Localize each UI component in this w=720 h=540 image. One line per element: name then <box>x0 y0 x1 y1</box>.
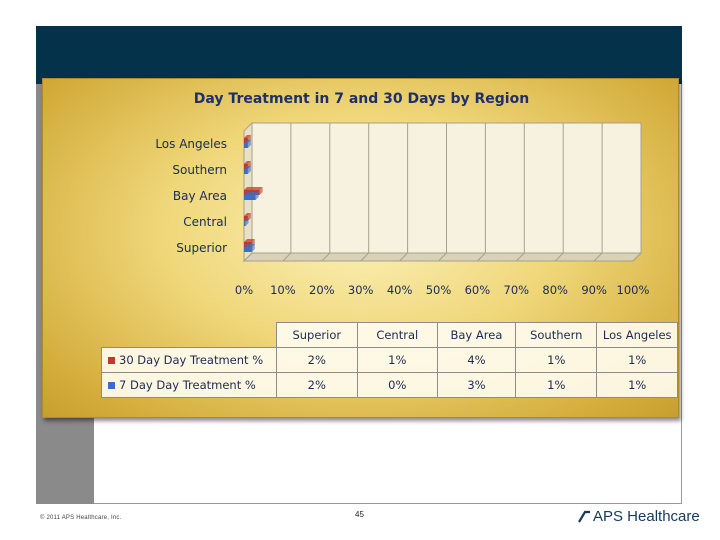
x-tick-label: 0% <box>235 283 253 297</box>
bar-top <box>244 218 249 221</box>
x-tick-label: 20% <box>309 283 335 297</box>
legend-row-label: 30 Day Day Treatment % <box>101 347 277 373</box>
bar-end <box>247 140 251 148</box>
y-category-label: Central <box>183 215 227 229</box>
table-header-cell: Los Angeles <box>596 322 678 348</box>
x-tick-label: 10% <box>270 283 296 297</box>
table-cell: 4% <box>436 347 517 373</box>
bar <box>244 247 252 252</box>
table-header-cell: Southern <box>515 322 598 348</box>
bar-end <box>251 244 255 252</box>
gridline-floor <box>554 252 564 262</box>
legend-swatch-red <box>108 357 115 364</box>
x-tick-label: 100% <box>617 283 650 297</box>
table-cell: 1% <box>596 372 678 398</box>
table-header-cell: Superior <box>275 322 358 348</box>
table-cell: 1% <box>515 347 598 373</box>
bar <box>244 221 246 226</box>
table-header-row: Superior Central Bay Area Southern Los A… <box>102 322 678 348</box>
table-cell: 3% <box>436 372 517 398</box>
bar <box>244 169 248 174</box>
gridline-floor <box>477 252 486 262</box>
table-row: 7 Day Day Treatment % 2% 0% 3% 1% 1% <box>101 372 678 398</box>
gridline-floor <box>438 252 447 262</box>
bar <box>244 143 248 148</box>
table-cell: 0% <box>356 372 438 398</box>
gridline-floor <box>632 252 642 262</box>
gridline-floor <box>593 252 603 262</box>
bar-top <box>244 213 251 216</box>
copyright-text: © 2011 APS Healthcare, Inc. <box>40 515 122 521</box>
y-category-label: Superior <box>176 241 227 255</box>
bar-top <box>244 140 251 143</box>
bar-end <box>255 192 259 200</box>
gridline-floor <box>321 252 331 262</box>
table-corner <box>102 323 277 348</box>
gridline-floor <box>282 252 292 262</box>
bar <box>244 164 248 169</box>
table-header-cell: Bay Area <box>436 322 517 348</box>
header-bar <box>36 26 682 84</box>
legend-swatch-blue <box>108 382 115 389</box>
chart-panel: Day Treatment in 7 and 30 Days by Region… <box>42 78 679 418</box>
y-category-label: Southern <box>172 163 227 177</box>
chart-title: Day Treatment in 7 and 30 Days by Region <box>193 91 530 107</box>
x-tick-label: 80% <box>542 283 568 297</box>
x-tick-label: 60% <box>465 283 491 297</box>
table-cell: 2% <box>275 347 358 373</box>
table-cell: 1% <box>515 372 598 398</box>
table-header-cell: Central <box>356 322 438 348</box>
gridline-floor <box>360 252 370 262</box>
bar-top <box>244 166 251 169</box>
table-row: 30 Day Day Treatment % 2% 1% 4% 1% 1% <box>101 347 678 373</box>
y-category-label: Bay Area <box>173 189 227 203</box>
bar <box>244 195 256 200</box>
gridline-floor <box>243 252 253 262</box>
bar-top <box>244 161 251 164</box>
data-table: Superior Central Bay Area Southern Los A… <box>101 322 678 398</box>
bar-end <box>247 213 251 221</box>
x-tick-label: 90% <box>581 283 607 297</box>
gridline-floor <box>399 252 408 262</box>
gridline-floor <box>515 252 525 262</box>
bar <box>244 138 248 143</box>
series-name: 30 Day Day Treatment % <box>119 353 264 367</box>
x-tick-label: 40% <box>387 283 413 297</box>
table-cell: 1% <box>356 347 438 373</box>
x-tick-label: 30% <box>348 283 374 297</box>
page-number: 45 <box>355 510 364 519</box>
x-tick-label: 50% <box>426 283 452 297</box>
table-cell: 1% <box>596 347 678 373</box>
logo-text: APS Healthcare <box>593 508 700 525</box>
legend-row-label: 7 Day Day Treatment % <box>101 372 277 398</box>
x-tick-label: 70% <box>504 283 530 297</box>
bar-end <box>245 218 249 226</box>
bar-end <box>247 166 251 174</box>
bar-top <box>244 244 255 247</box>
y-category-label: Los Angeles <box>155 137 227 151</box>
bar-top <box>244 192 259 195</box>
bar-end <box>259 187 263 195</box>
company-logo: APS Healthcare <box>578 508 700 525</box>
aps-logo-icon <box>578 510 590 523</box>
bar-top <box>244 239 255 242</box>
table-cell: 2% <box>275 372 358 398</box>
bar-chart: 0% 10% 20% 30% 40% 50% 60% 70% 80% 90% 100% Superio… <box>155 121 650 297</box>
bar-top <box>244 135 251 138</box>
series-name: 7 Day Day Treatment % <box>119 378 256 392</box>
bar-top <box>244 187 263 190</box>
bar <box>244 216 248 221</box>
